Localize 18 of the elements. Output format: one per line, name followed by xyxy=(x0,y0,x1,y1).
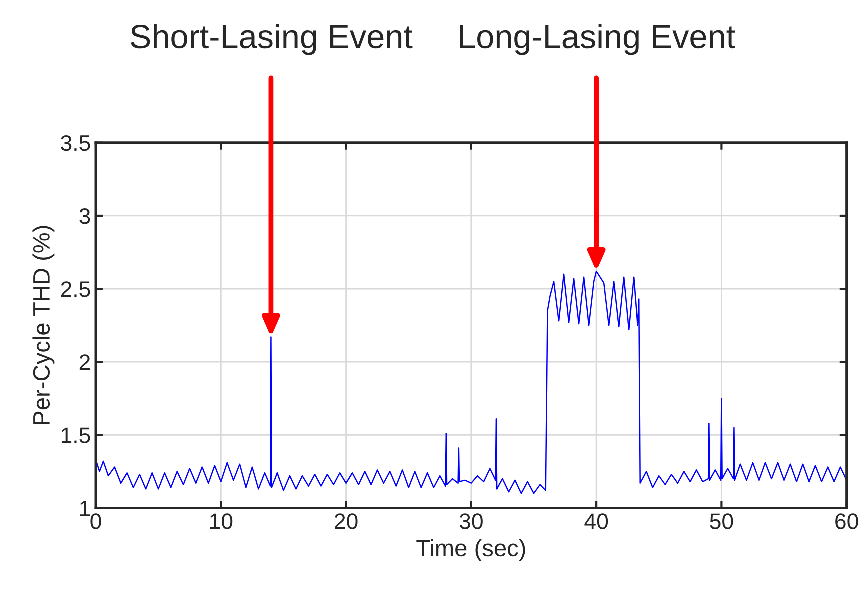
x-tick-label: 0 xyxy=(90,514,102,530)
x-tick-label: 40 xyxy=(584,514,608,530)
x-axis-title: Time (sec) xyxy=(416,539,526,562)
annotation: Long-Lasing Event xyxy=(460,24,736,56)
y-tick-label: 2 xyxy=(80,354,90,370)
x-tick-label: 10 xyxy=(210,514,233,530)
line-series xyxy=(96,270,847,494)
y-axis-title: Per-Cycle THD (%) xyxy=(32,226,55,424)
y-tick-label: 1.5 xyxy=(62,428,90,444)
x-tick-label: 60 xyxy=(836,514,858,530)
y-tick-label: 3 xyxy=(80,208,90,224)
y-tick-label: 3.5 xyxy=(61,135,90,152)
y-tick-label: 2.5 xyxy=(61,282,90,298)
x-tick-label: 30 xyxy=(460,514,483,530)
x-tick-label: 50 xyxy=(710,514,734,530)
y-tick-label: 1 xyxy=(80,500,90,516)
annotation: Short-Lasing Event xyxy=(130,24,413,56)
x-tick-label: 20 xyxy=(335,514,358,530)
